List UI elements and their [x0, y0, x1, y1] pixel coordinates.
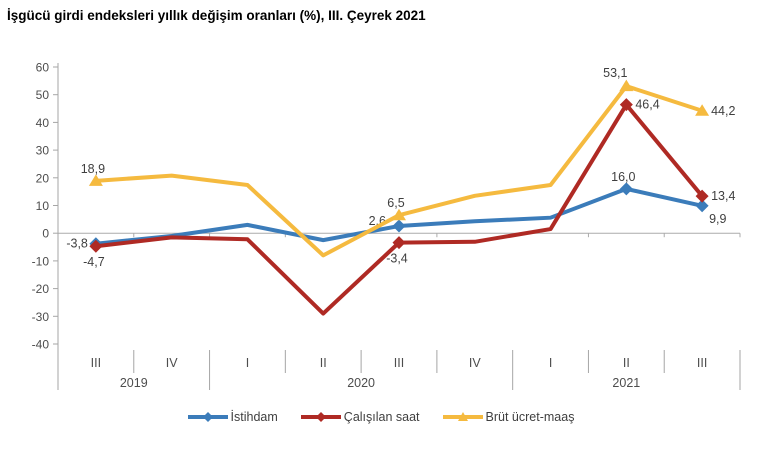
x-axis-quarter-label: IV	[469, 356, 481, 370]
calisilan-saat-marker	[392, 236, 406, 250]
legend-item-calisilan-saat: Çalışılan saat	[300, 410, 420, 424]
calisilan-saat-data-label: 46,4	[635, 98, 659, 112]
x-axis-year-label: 2019	[120, 376, 148, 390]
legend-item-istihdam: İstihdam	[187, 410, 278, 424]
legend-item-brut-ucret-maas: Brüt ücret-maaş	[442, 410, 575, 424]
brut-ucret-maas-marker	[619, 79, 634, 92]
istihdam-marker	[695, 199, 709, 213]
calisilan-saat-data-label: 13,4	[711, 189, 735, 203]
legend-calisilan-saat-icon	[300, 412, 341, 422]
calisilan-saat-marker	[695, 189, 709, 203]
x-axis-quarter-label: IV	[166, 356, 178, 370]
brut-ucret-maas-data-label: 6,5	[387, 196, 404, 210]
y-axis-tick-label: -10	[32, 254, 50, 268]
y-axis-tick-label: 0	[42, 227, 49, 241]
legend-label-brut-ucret-maas: Brüt ücret-maaş	[485, 410, 575, 424]
legend-brut-ucret-maas-icon	[442, 412, 483, 421]
chart-title: İşgücü girdi endeksleri yıllık değişim o…	[7, 8, 426, 23]
x-axis-quarter-label: III	[697, 356, 707, 370]
brut-ucret-maas-marker	[695, 104, 710, 116]
x-axis-quarter-label: II	[320, 356, 327, 370]
x-axis-quarter-label: III	[91, 356, 101, 370]
x-axis-quarter-label: III	[394, 356, 404, 370]
y-axis-tick-label: -40	[32, 338, 50, 352]
calisilan-saat-data-label: -3,4	[386, 252, 408, 266]
legend-label-istihdam: İstihdam	[230, 410, 278, 424]
y-axis-tick-label: 60	[36, 61, 50, 75]
istihdam-data-label: -3,8	[66, 237, 88, 251]
istihdam-data-label: 16,0	[611, 170, 635, 184]
legend-istihdam-icon	[187, 412, 228, 422]
legend-label-calisilan-saat: Çalışılan saat	[343, 410, 420, 424]
calisilan-saat-marker	[619, 98, 633, 112]
chart-legend: İstihdam Çalışılan saat Brüt ücret-maaş	[0, 410, 761, 424]
calisilan-saat-data-label: -4,7	[83, 255, 105, 269]
istihdam-data-label: 9,9	[709, 212, 726, 226]
brut-ucret-maas-marker	[392, 208, 406, 221]
x-axis-quarter-label: I	[549, 356, 552, 370]
x-axis-year-label: 2020	[347, 376, 375, 390]
istihdam-marker	[619, 182, 633, 196]
y-axis-tick-label: 10	[36, 199, 50, 213]
y-axis-tick-label: 30	[36, 144, 50, 158]
x-axis-year-label: 2021	[612, 376, 640, 390]
y-axis-tick-label: -20	[32, 282, 50, 296]
brut-ucret-maas-data-label: 18,9	[81, 162, 105, 176]
brut-ucret-maas-marker	[88, 174, 103, 186]
y-axis-tick-label: -30	[32, 310, 50, 324]
y-axis-tick-label: 40	[36, 116, 50, 130]
x-axis-quarter-label: I	[246, 356, 249, 370]
y-axis-tick-label: 20	[36, 171, 50, 185]
x-axis-quarter-label: II	[623, 356, 630, 370]
y-axis-tick-label: 50	[36, 88, 50, 102]
brut-ucret-maas-data-label: 53,1	[603, 66, 627, 80]
brut-ucret-maas-data-label: 44,2	[711, 104, 735, 118]
calisilan-saat-marker	[89, 239, 103, 253]
istihdam-marker	[392, 219, 406, 233]
